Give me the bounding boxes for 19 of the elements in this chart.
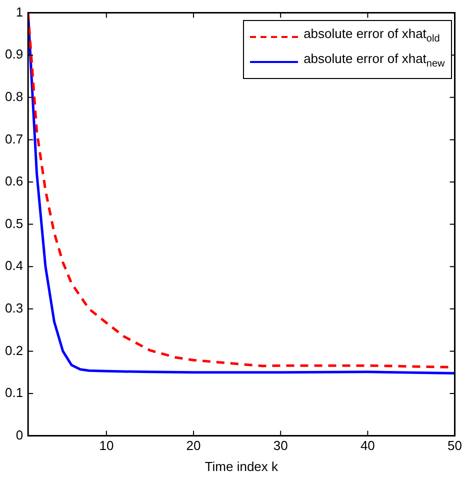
y-tick-label: 0.8 <box>4 88 24 104</box>
x-tick-label: 20 <box>186 438 201 454</box>
x-tick-label: 10 <box>99 438 114 454</box>
x-axis-title: Time index k <box>204 458 279 474</box>
y-tick-label: 1 <box>16 4 24 20</box>
x-tick-label: 50 <box>448 438 462 454</box>
y-tick-label: 0.5 <box>4 216 24 231</box>
legend-label: absolute error of xhat$_{new}$ <box>304 50 445 72</box>
x-tick-label: 40 <box>360 438 375 454</box>
y-tick-label: 0 <box>16 427 24 442</box>
y-tick-label: 0.2 <box>4 342 24 358</box>
y-tick-label: 0.1 <box>4 385 24 400</box>
y-tick-label: 0.9 <box>4 46 24 62</box>
x-tick-label: 30 <box>273 438 288 454</box>
y-tick-label: 0.3 <box>4 300 24 316</box>
y-tick-label: 0.7 <box>4 131 24 146</box>
legend-label: absolute error of xhat$_{old}$ <box>304 24 440 46</box>
y-tick-label: 0.4 <box>4 258 24 274</box>
y-tick-label: 0.6 <box>4 174 24 189</box>
